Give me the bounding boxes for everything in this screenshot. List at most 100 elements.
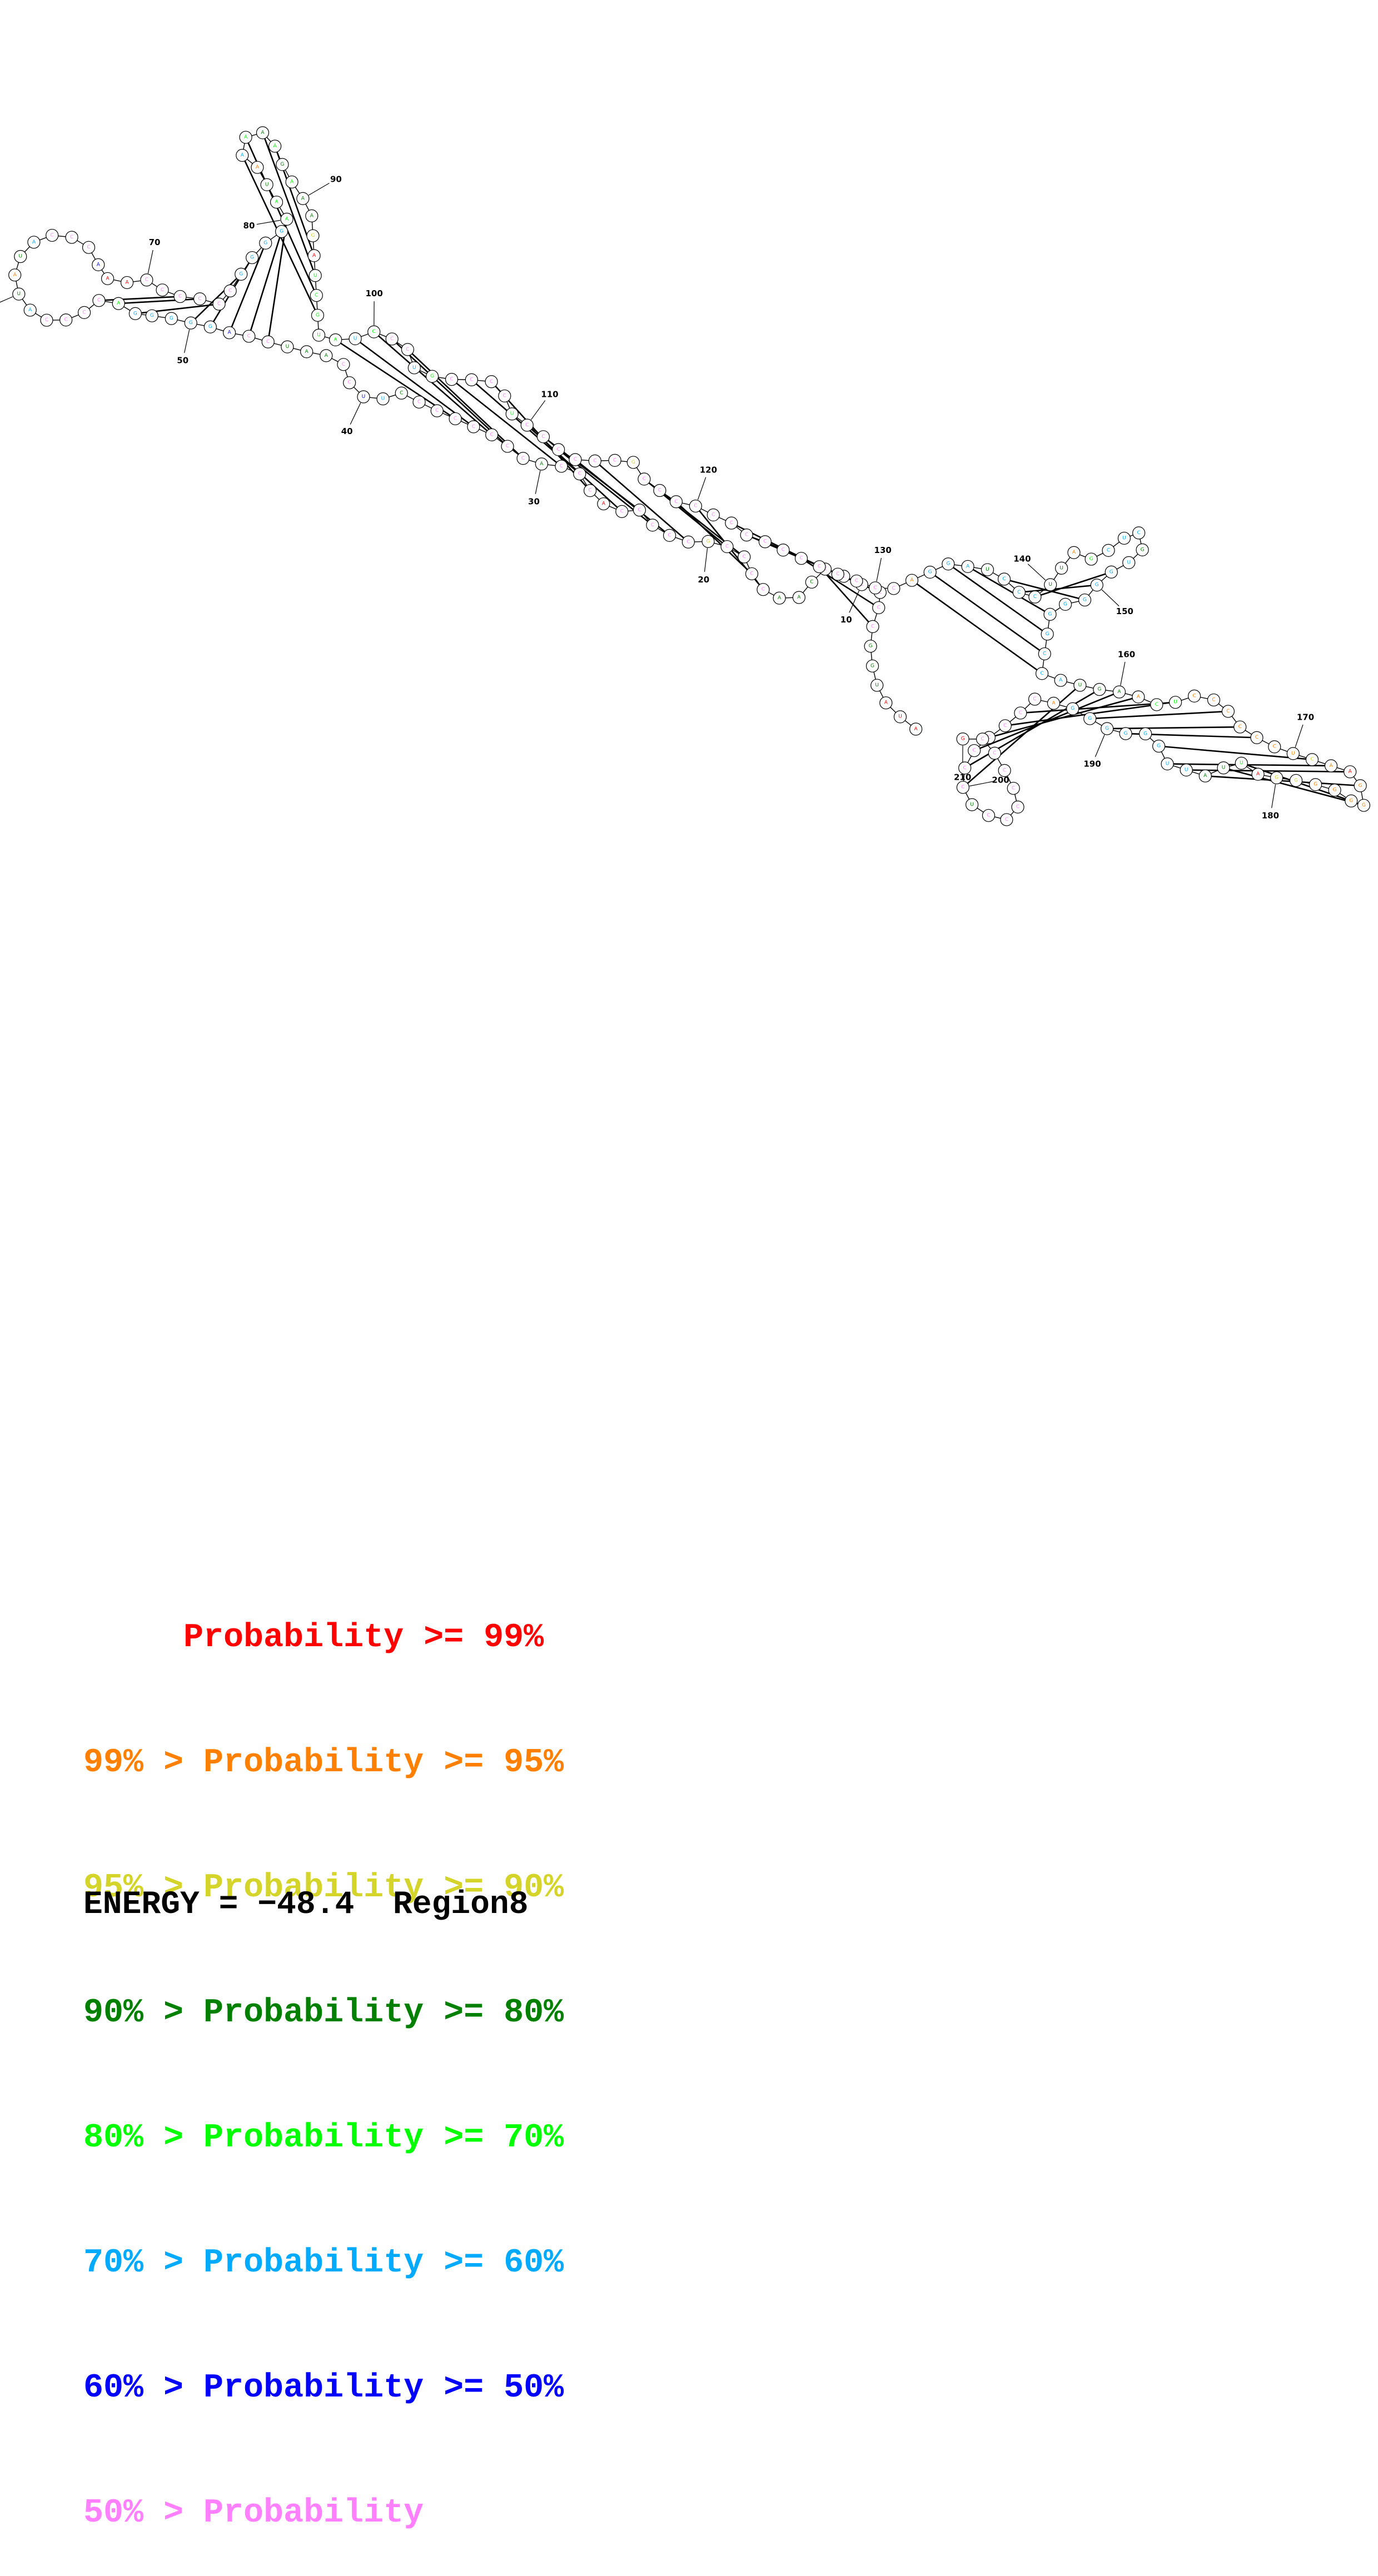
nucleotide: C [998, 573, 1011, 585]
nucleotide: C [1038, 647, 1051, 660]
position-tick [185, 330, 190, 353]
nucleotide-letter: U [17, 291, 21, 297]
nucleotide: G [1059, 598, 1072, 610]
nucleotide-letter: G [1143, 731, 1147, 736]
nucleotide: G [1310, 779, 1322, 791]
nucleotide-letter: C [782, 547, 785, 553]
nucleotide-letter: A [797, 595, 801, 600]
nucleotide-letter: C [372, 329, 376, 335]
position-tick [0, 297, 13, 306]
nucleotide-letter: C [1107, 547, 1110, 553]
nucleotide: A [223, 327, 236, 339]
nucleotide-letter: A [1203, 773, 1207, 779]
nucleotide-letter: C [1043, 651, 1046, 656]
nucleotide-letter: U [314, 273, 317, 278]
nucleotide: C [465, 373, 477, 386]
nucleotide-letter: U [1048, 582, 1052, 587]
nucleotide-letter: C [588, 488, 591, 494]
nucleotide: U [1287, 748, 1299, 760]
position-label: 170 [1297, 712, 1314, 723]
nucleotide-letter: C [521, 456, 525, 461]
nucleotide: C [344, 377, 356, 389]
nucleotide-layer: AUAUGGCCCCCCCAACCCCGCCCCCACCCACCCCCCCCUU… [9, 127, 1370, 826]
nucleotide: U [1180, 764, 1192, 776]
nucleotide: A [112, 297, 125, 310]
nucleotide: C [1029, 591, 1041, 603]
nucleotide: A [251, 161, 263, 173]
nucleotide: C [670, 496, 682, 508]
nucleotide: U [377, 393, 389, 405]
nucleotide-letter: G [1046, 631, 1049, 637]
nucleotide: A [1132, 691, 1145, 703]
nucleotide-letter: U [1127, 560, 1131, 565]
nucleotide-letter: G [706, 539, 710, 544]
nucleotide: G [1354, 780, 1366, 792]
nucleotide: G [864, 640, 877, 652]
nucleotide-letter: C [503, 393, 506, 398]
nucleotide: C [1029, 693, 1041, 705]
nucleotide-letter: G [870, 663, 874, 669]
nucleotide-letter: C [45, 317, 48, 323]
nucleotide-letter: G [133, 311, 137, 316]
nucleotide: C [174, 291, 186, 303]
nucleotide-letter: A [301, 196, 305, 201]
backbone-line [15, 133, 1364, 820]
nucleotide: C [337, 358, 350, 371]
nucleotide-letter: U [898, 714, 902, 720]
nucleotide: C [368, 326, 380, 338]
legend-row-60: 70% > Probability >= 60% [83, 2243, 564, 2284]
position-tick [1272, 784, 1276, 808]
nucleotide-letter: C [1255, 735, 1258, 740]
legend-row-below-50: 50% > Probability [83, 2493, 564, 2534]
nucleotide: G [1357, 799, 1370, 811]
nucleotide: A [256, 127, 268, 139]
nucleotide-letter: C [762, 587, 765, 592]
nucleotide-letter: A [261, 130, 265, 136]
nucleotide-letter: A [966, 564, 970, 569]
nucleotide: C [740, 529, 753, 541]
nucleotide: C [66, 231, 78, 243]
nucleotide-letter: G [1105, 726, 1109, 731]
nucleotide: A [906, 574, 918, 586]
nucleotide: G [185, 317, 197, 329]
nucleotide: G [1153, 740, 1165, 753]
nucleotide-letter: G [631, 460, 635, 465]
nucleotide-letter: C [963, 765, 967, 771]
nucleotide-letter: G [928, 569, 932, 575]
nucleotide-letter: C [541, 434, 545, 440]
position-label: 200 [992, 775, 1009, 785]
nucleotide-letter: C [1310, 757, 1314, 763]
nucleotide-letter: C [574, 457, 577, 462]
nucleotide: C [850, 575, 863, 587]
legend-row-70: 80% > Probability >= 70% [83, 2117, 564, 2159]
position-label: 40 [341, 426, 353, 436]
nucleotide-letter: C [578, 471, 581, 477]
nucleotide: U [871, 679, 883, 691]
nucleotide: G [204, 321, 216, 333]
position-ticks [0, 183, 1303, 808]
nucleotide: C [501, 440, 514, 452]
nucleotide: A [330, 333, 342, 346]
nucleotide: G [1067, 702, 1079, 715]
nucleotide: G [1140, 728, 1152, 740]
nucleotide: G [276, 158, 288, 171]
nucleotide-letter: C [613, 457, 616, 463]
nucleotide: C [654, 485, 666, 497]
nucleotide: C [646, 519, 659, 531]
position-label-layer: 1020304050607080901001101201301401501601… [0, 174, 1314, 820]
nucleotide-letter: C [620, 509, 624, 514]
position-tick [535, 471, 540, 494]
nucleotide: C [449, 412, 461, 425]
nucleotide-letter: G [1083, 597, 1087, 603]
nucleotide: U [309, 270, 321, 282]
nucleotide: G [1329, 784, 1341, 796]
nucleotide-letter: A [1072, 550, 1076, 555]
nucleotide: G [867, 660, 879, 672]
nucleotide-letter: G [316, 312, 320, 318]
nucleotide-letter: C [1033, 594, 1037, 600]
nucleotide-letter: U [1240, 760, 1243, 766]
position-label: 30 [528, 496, 540, 506]
nucleotide: A [9, 269, 21, 281]
nucleotide-letter: U [1078, 682, 1082, 688]
position-tick [148, 250, 153, 273]
